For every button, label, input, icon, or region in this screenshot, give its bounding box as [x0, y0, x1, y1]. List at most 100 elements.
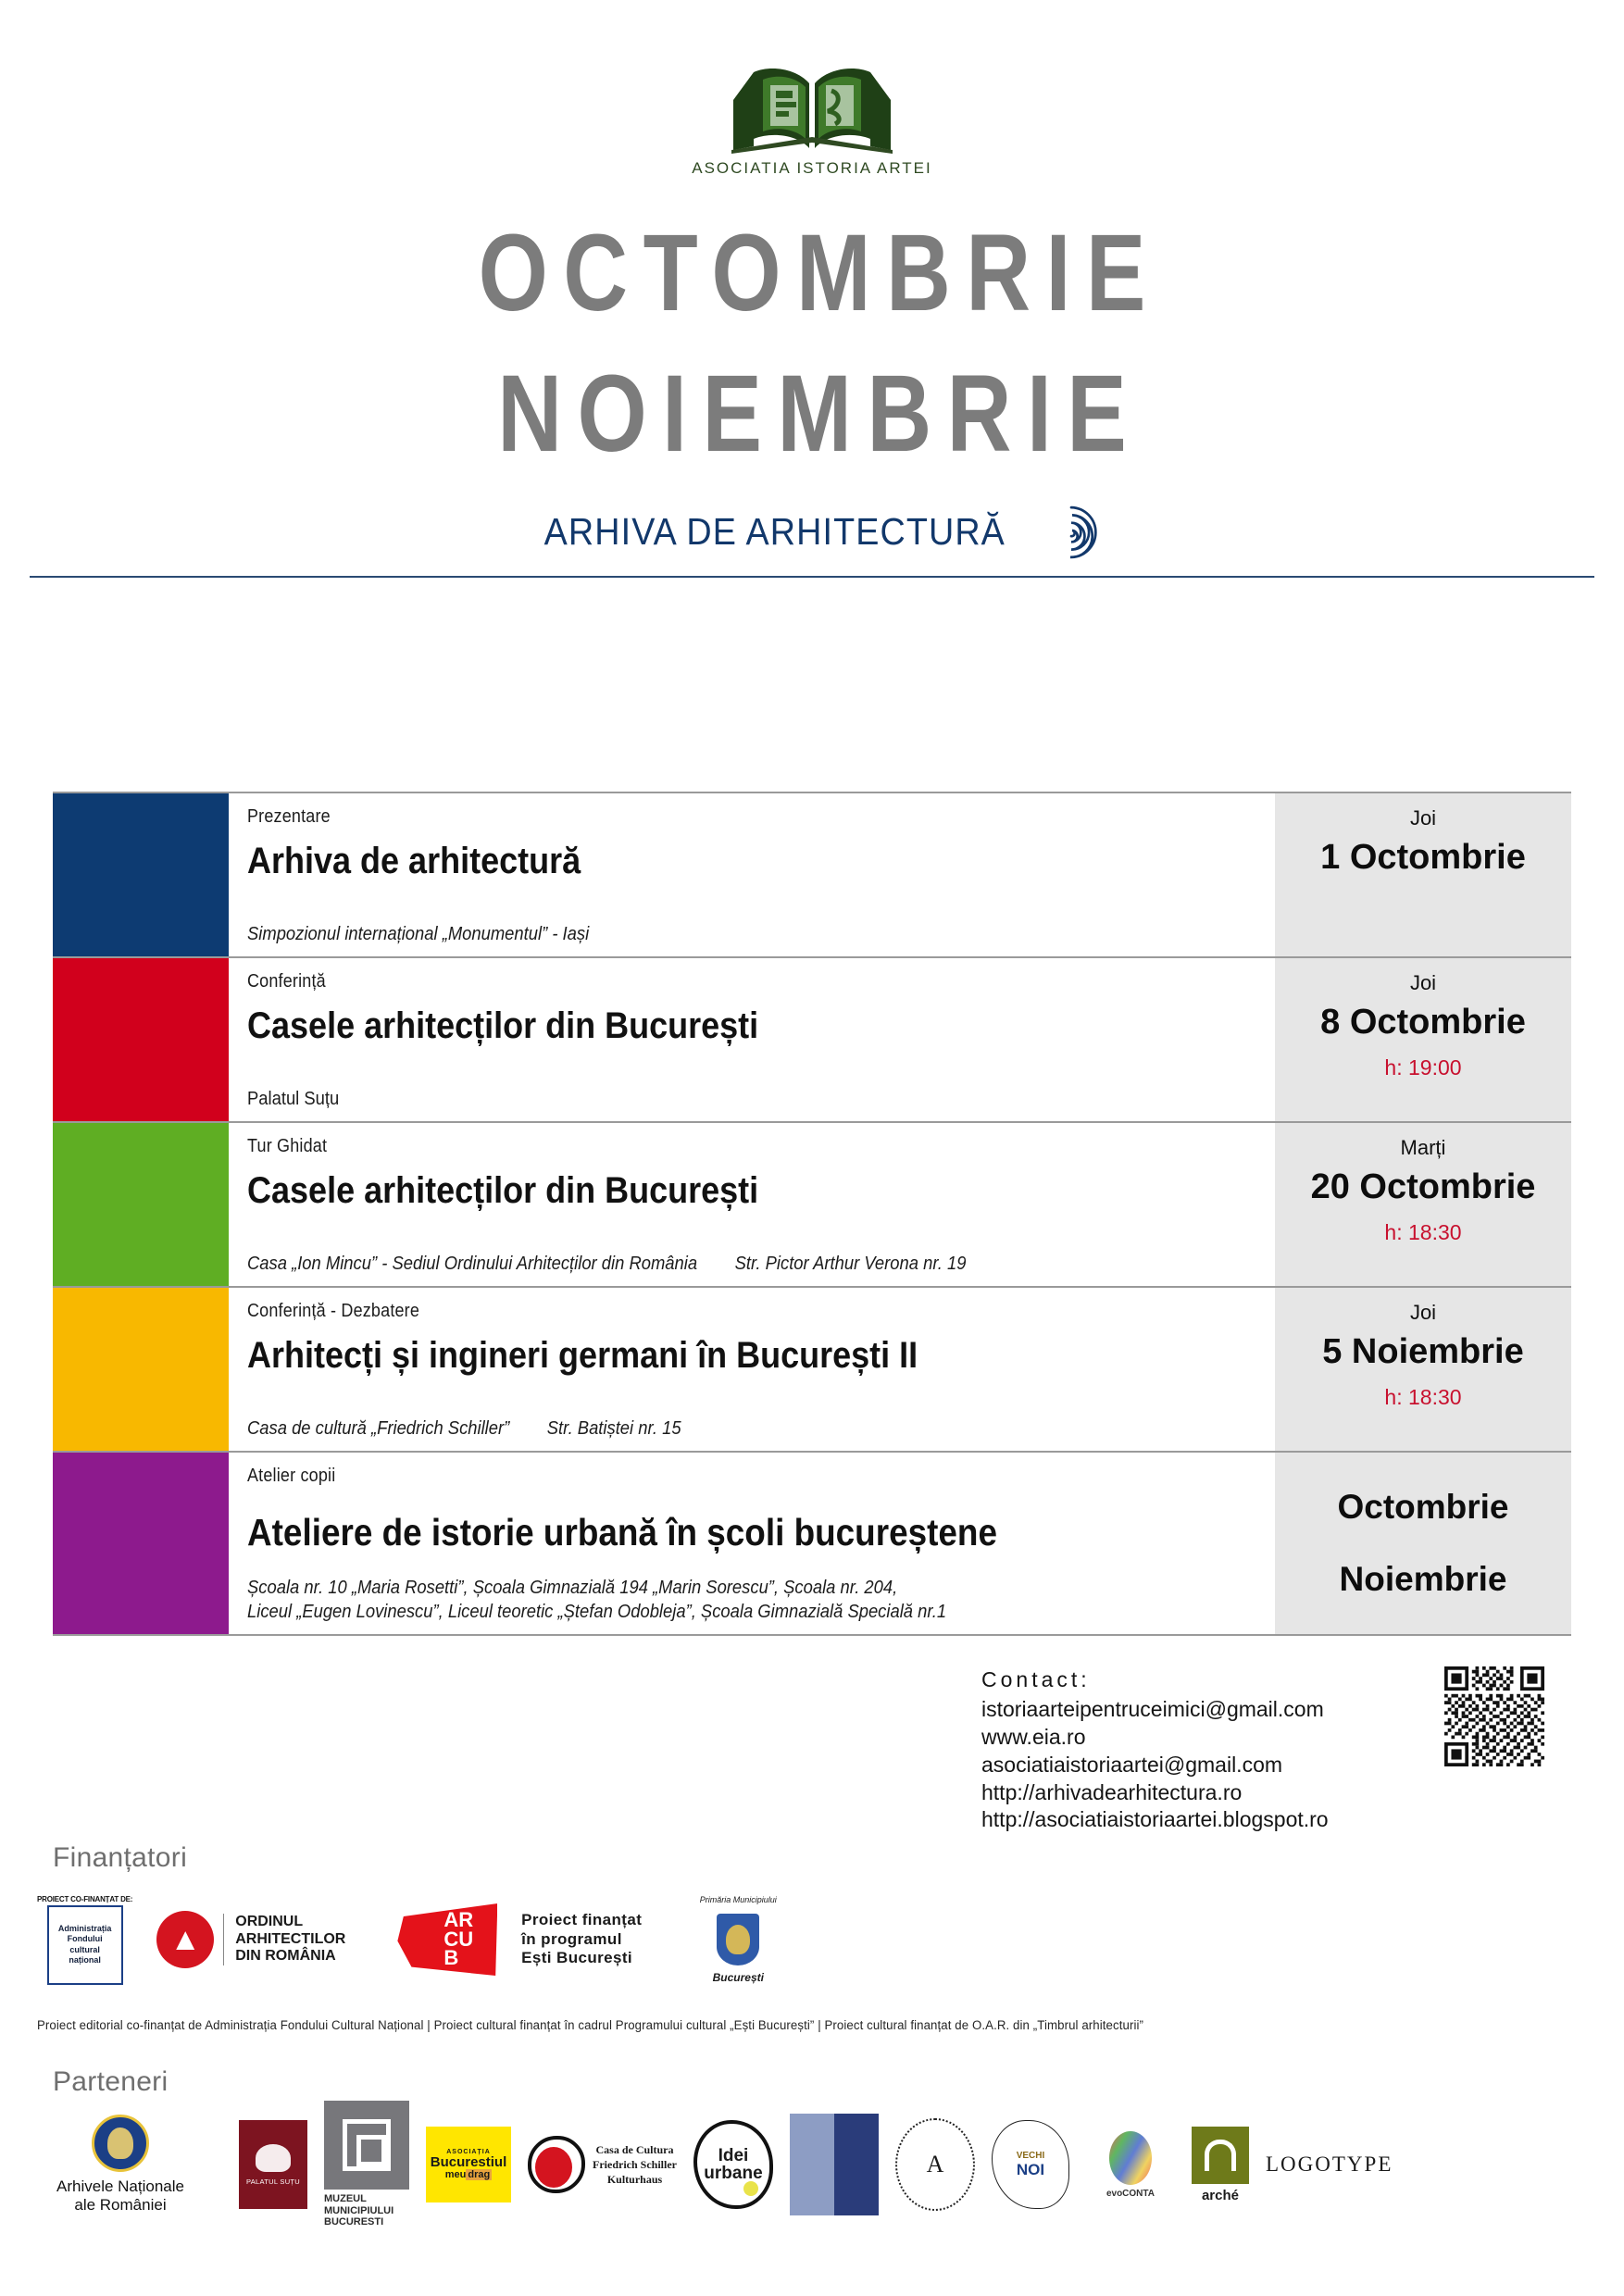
evoconta-logo: evoCONTA [1086, 2123, 1175, 2206]
day-of-week: Joi [1409, 806, 1437, 830]
row-color-swatch [53, 958, 229, 1121]
event-hour: h: 18:30 [1384, 1385, 1462, 1409]
vechi-line-1: VECHI [1016, 2150, 1045, 2161]
idei-dot-icon [743, 2181, 758, 2196]
contact-block: Contact: istoriaarteipentruceimici@gmail… [981, 1666, 1329, 1834]
poster-header: ASOCIATIA ISTORIA ARTEI OCTOMBRIE NOIEMB… [0, 0, 1624, 578]
bucurestiul-meu-drag-logo: ASOCIAȚIA Bucurestiul meu drag [426, 2127, 511, 2202]
page-title: ARHIVA DE ARHITECTURĂ [543, 510, 1006, 554]
table-row[interactable]: Prezentare Arhiva de arhitectură Simpozi… [53, 792, 1571, 956]
contact-website[interactable]: www.eia.ro [981, 1724, 1086, 1749]
contact-label: Contact: [981, 1667, 1091, 1691]
schiller-mark-icon [528, 2136, 585, 2193]
bmd-line-2: Bucurestiul [430, 2154, 507, 2170]
logotype-logo: LOGOTYPE [1266, 2152, 1393, 2177]
mmb-line-3: BUCURESTI [324, 2216, 384, 2228]
event-date: 5 Noiembrie [1322, 1332, 1524, 1371]
contact-link-1[interactable]: http://arhivadearhitectura.ro [981, 1779, 1243, 1804]
oar-logo: ▲ ORDINUL ARHITECTILOR DIN ROMÂNIA [156, 1911, 345, 1968]
schiller-line-2: Friedrich Schiller [593, 2157, 677, 2171]
program-table: Prezentare Arhiva de arhitectură Simpozi… [53, 792, 1571, 1636]
analiza-istorico-arhitecturala-logo [789, 2114, 879, 2215]
row-date: Marți 20 Octombrie h: 18:30 [1275, 1123, 1571, 1286]
anr-seal-icon [92, 2114, 149, 2172]
venue-text: Școala nr. 10 „Maria Rosetti”, Școala Gi… [247, 1578, 898, 1598]
mmb-caption: MUZEUL MUNICIPIULUI BUCURESTI [324, 2193, 394, 2228]
contact-link-2[interactable]: http://asociatiaistoriaartei.blogspot.ro [981, 1807, 1329, 1832]
contact-email-2[interactable]: asociatiaistoriaartei@gmail.com [981, 1752, 1283, 1777]
signature-circle-logo: A [894, 2118, 975, 2211]
arche-mark-icon [1191, 2126, 1249, 2184]
afcn-top-text: PROIECT CO-FINANȚAT DE: [37, 1894, 133, 1903]
afcn-box: Administrația Fondului cultural național [46, 1904, 123, 1985]
partners-label: Parteneri [53, 2066, 169, 2097]
arcub-line-1: AR [443, 1907, 474, 1931]
evoconta-mark-icon [1108, 2130, 1152, 2185]
month-line-1: OCTOMBRIE [478, 212, 1161, 334]
qr-code[interactable] [1444, 1666, 1544, 1766]
arcub-mark-icon [397, 1903, 498, 1976]
anr-line-1: Arhivele Naționale [56, 2177, 184, 2195]
mmb-line-2: MUNICIPIULUI [324, 2204, 394, 2216]
venue-text: Casa de cultură „Friedrich Schiller” [247, 1418, 510, 1439]
event-date: 20 Octombrie [1310, 1167, 1536, 1206]
event-hour: h: 18:30 [1384, 1220, 1462, 1244]
afcn-logo: PROIECT CO-FINANȚAT DE: Administrația Fo… [37, 1895, 132, 1985]
oar-line-3: DIN ROMÂNIA [235, 1948, 336, 1965]
day-of-week: Joi [1409, 971, 1437, 994]
esti-line-3: Ești București [521, 1949, 633, 1967]
table-row[interactable]: Atelier copii Ateliere de istorie urbană… [53, 1451, 1571, 1636]
row-detail: Tur Ghidat Casele arhitecților din Bucur… [229, 1123, 1275, 1286]
arcub-letters: AR CU B [443, 1907, 474, 1969]
row-date: Joi 8 Octombrie h: 19:00 [1275, 958, 1571, 1121]
row-detail: Atelier copii Ateliere de istorie urbană… [229, 1453, 1275, 1634]
funders-label: Finanțatori [53, 1842, 188, 1873]
open-book-logo [731, 69, 893, 154]
anr-line-2: ale României [74, 2196, 167, 2214]
row-date: Octombrie Noiembrie [1275, 1453, 1571, 1634]
schiller-caption: Casa de Cultura Friedrich Schiller Kultu… [593, 2142, 677, 2188]
month-line-2: NOIEMBRIE [497, 352, 1143, 475]
idei-line-2: urbane [704, 2164, 763, 2183]
funders-logos: PROIECT CO-FINANȚAT DE: Administrația Fo… [37, 1879, 1018, 2000]
primaria-bucuresti-logo: Primăria Municipiului București [693, 1895, 782, 1984]
vechi-noi-logo: VECHI NOI [991, 2120, 1069, 2209]
divider-rule [30, 575, 1594, 578]
afcn-line-4: național [69, 1954, 101, 1965]
vechi-line-2: NOI [1016, 2160, 1045, 2178]
contact-email-1[interactable]: istoriaarteipentruceimici@gmail.com [981, 1696, 1324, 1721]
schiller-line-1: Casa de Cultura [595, 2142, 674, 2156]
day-of-week: Joi [1409, 1301, 1437, 1324]
arcub-logo: AR CU B [397, 1903, 498, 1976]
table-row[interactable]: Tur Ghidat Casele arhitecților din Bucur… [53, 1121, 1571, 1286]
partners-logos: Arhivele Naționale ale României PALATUL … [37, 2100, 1593, 2229]
row-color-swatch [53, 1453, 229, 1634]
event-title: Arhitecți și ingineri germani în Bucureș… [247, 1335, 918, 1376]
event-type: Tur Ghidat [247, 1136, 328, 1156]
event-type: Conferință [247, 971, 326, 992]
bmd-drag: drag [466, 2169, 493, 2180]
table-row[interactable]: Conferință - Dezbatere Arhitecți și ingi… [53, 1286, 1571, 1451]
arche-caption: arché [1201, 2187, 1239, 2203]
row-color-swatch [53, 793, 229, 956]
bmd-line-1: ASOCIAȚIA [446, 2149, 491, 2155]
table-row[interactable]: Conferință Casele arhitecților din Bucur… [53, 956, 1571, 1121]
bmd-meu: meu [444, 2169, 467, 2180]
mmb-mark-icon [324, 2101, 409, 2190]
event-date: 8 Octombrie [1320, 1003, 1526, 1042]
signature-glyph: A [926, 2151, 944, 2177]
pmb-bottom-text: București [712, 1971, 764, 1984]
mmb-line-1: MUZEUL [324, 2193, 367, 2205]
schiller-line-3: Kulturhaus [606, 2173, 663, 2187]
evoconta-caption: evoCONTA [1106, 2188, 1155, 2199]
arche-logo: arché [1191, 2126, 1249, 2203]
event-date: 1 Octombrie [1320, 838, 1526, 877]
org-name: ASOCIATIA ISTORIA ARTEI [692, 159, 932, 177]
event-date: Octombrie [1337, 1488, 1509, 1526]
arcub-line-2: CU [443, 1927, 474, 1951]
muzeul-municipiului-bucuresti-logo: MUZEUL MUNICIPIULUI BUCURESTI [324, 2101, 409, 2228]
event-venue: Simpozionul internațional „Monumentul” -… [247, 924, 590, 944]
casa-de-cultura-friedrich-schiller-logo: Casa de Cultura Friedrich Schiller Kultu… [528, 2136, 677, 2193]
idei-line-1: Idei [718, 2146, 749, 2165]
palatul-sutu-logo: PALATUL SUȚU [239, 2120, 307, 2209]
